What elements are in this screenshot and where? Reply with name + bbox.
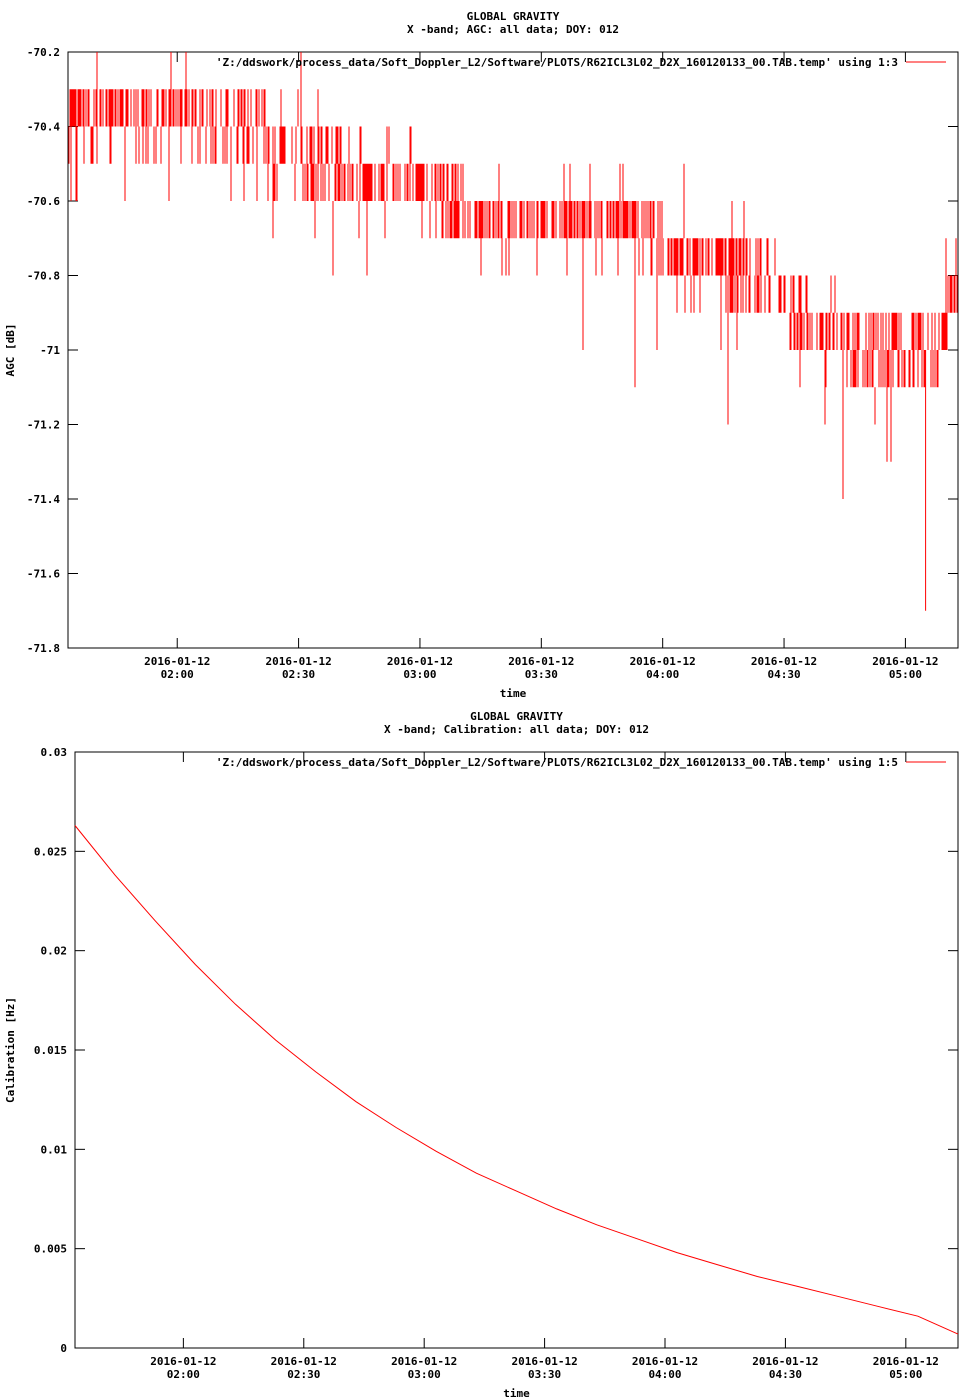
x-tick-time: 04:30 [769,1368,802,1381]
y-tick-label: 0.015 [34,1044,67,1057]
series-line [68,52,958,611]
x-tick-date: 2016-01-12 [391,1355,457,1368]
x-tick-time: 03:30 [528,1368,561,1381]
x-tick-date: 2016-01-12 [751,655,817,668]
y-tick-label: 0.02 [41,945,68,958]
x-tick-date: 2016-01-12 [511,1355,577,1368]
x-tick-date: 2016-01-12 [387,655,453,668]
y-tick-label: 0.005 [34,1243,67,1256]
x-tick-time: 02:00 [161,668,194,681]
y-tick-label: -70.2 [27,46,60,59]
x-tick-date: 2016-01-12 [752,1355,818,1368]
x-tick-time: 02:00 [167,1368,200,1381]
x-tick-date: 2016-01-12 [271,1355,337,1368]
y-axis-label: AGC [dB] [4,324,17,377]
x-tick-date: 2016-01-12 [632,1355,698,1368]
x-tick-time: 04:00 [646,668,679,681]
x-tick-time: 04:30 [767,668,800,681]
x-tick-date: 2016-01-12 [630,655,696,668]
series-line [74,825,959,1335]
x-tick-time: 05:00 [889,668,922,681]
chart-subtitle: X -band; Calibration: all data; DOY: 012 [384,723,649,736]
x-tick-date: 2016-01-12 [150,1355,216,1368]
x-axis-label: time [503,1387,530,1400]
chart-title: GLOBAL GRAVITY [470,710,563,723]
x-tick-time: 02:30 [287,1368,320,1381]
x-tick-date: 2016-01-12 [265,655,331,668]
y-axis-label: Calibration [Hz] [4,997,17,1103]
y-tick-label: -70.6 [27,195,60,208]
x-tick-time: 04:00 [648,1368,681,1381]
y-tick-label: -71.8 [27,642,60,655]
y-tick-label: -71.2 [27,419,60,432]
y-tick-label: 0.01 [41,1143,68,1156]
x-axis-label: time [500,687,527,700]
legend-label: 'Z:/ddswork/process_data/Soft_Doppler_L2… [216,56,898,69]
x-tick-time: 03:30 [525,668,558,681]
y-tick-label: -71 [40,344,60,357]
chart-title: GLOBAL GRAVITY [467,10,560,23]
x-tick-date: 2016-01-12 [508,655,574,668]
y-tick-label: 0.025 [34,845,67,858]
x-tick-time: 02:30 [282,668,315,681]
x-tick-time: 05:00 [889,1368,922,1381]
y-tick-label: 0 [60,1342,67,1355]
x-tick-time: 03:00 [408,1368,441,1381]
x-tick-date: 2016-01-12 [873,1355,939,1368]
y-tick-label: -70.4 [27,121,60,134]
x-tick-date: 2016-01-12 [872,655,938,668]
x-tick-date: 2016-01-12 [144,655,210,668]
chart-subtitle: X -band; AGC: all data; DOY: 012 [407,23,619,36]
y-tick-label: -71.4 [27,493,60,506]
y-tick-label: -70.8 [27,270,60,283]
x-tick-time: 03:00 [403,668,436,681]
y-tick-label: 0.03 [41,746,68,759]
y-tick-label: -71.6 [27,568,60,581]
legend-label: 'Z:/ddswork/process_data/Soft_Doppler_L2… [216,756,898,769]
plot-frame [74,751,959,1349]
